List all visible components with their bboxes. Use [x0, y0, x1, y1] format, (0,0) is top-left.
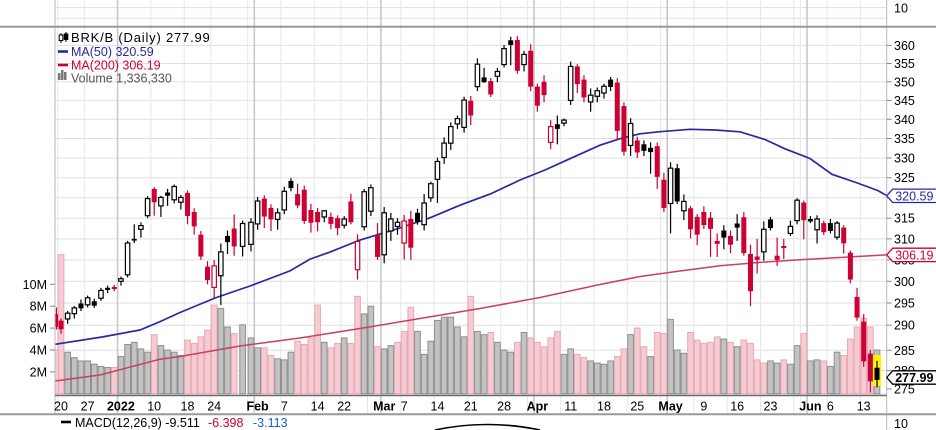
svg-text:14: 14: [431, 400, 445, 414]
svg-text:350: 350: [894, 75, 915, 89]
svg-text:28: 28: [497, 400, 511, 414]
svg-text:310: 310: [894, 232, 915, 246]
svg-text:Mar: Mar: [373, 400, 395, 414]
svg-text:7: 7: [401, 400, 408, 414]
svg-text:-3.113: -3.113: [253, 416, 288, 430]
svg-text:BRK/B (Daily) 277.99: BRK/B (Daily) 277.99: [71, 30, 211, 45]
svg-text:25: 25: [630, 400, 644, 414]
svg-text:4M: 4M: [30, 344, 47, 358]
svg-text:8M: 8M: [30, 300, 47, 314]
svg-text:2M: 2M: [30, 365, 47, 379]
svg-text:7: 7: [281, 400, 288, 414]
svg-text:18: 18: [597, 400, 611, 414]
svg-text:300: 300: [894, 275, 915, 289]
svg-text:285: 285: [894, 344, 915, 358]
svg-text:Volume 1,336,330: Volume 1,336,330: [71, 72, 172, 86]
svg-text:295: 295: [894, 297, 915, 311]
svg-text:306.19: 306.19: [895, 248, 933, 262]
svg-text:24: 24: [207, 400, 221, 414]
svg-text:Jun: Jun: [799, 400, 821, 414]
svg-text:13: 13: [857, 400, 871, 414]
svg-text:6M: 6M: [30, 322, 47, 336]
svg-text:10: 10: [894, 417, 908, 430]
svg-text:MA(50) 320.59: MA(50) 320.59: [71, 45, 154, 59]
svg-text:16: 16: [730, 400, 744, 414]
svg-text:18: 18: [181, 400, 195, 414]
svg-text:2022: 2022: [107, 400, 135, 414]
svg-text:10: 10: [894, 2, 908, 16]
svg-text:27: 27: [81, 400, 95, 414]
svg-text:21: 21: [464, 400, 478, 414]
svg-text:9: 9: [700, 400, 707, 414]
svg-text:330: 330: [894, 152, 915, 166]
svg-text:11: 11: [564, 400, 577, 414]
svg-text:Apr: Apr: [527, 400, 549, 414]
svg-text:22: 22: [337, 400, 351, 414]
svg-text:275: 275: [894, 383, 915, 397]
svg-text:20: 20: [54, 400, 68, 414]
svg-text:315: 315: [894, 212, 915, 226]
svg-text:325: 325: [894, 171, 915, 185]
svg-text:290: 290: [894, 319, 915, 333]
svg-text:6: 6: [827, 400, 834, 414]
svg-text:14: 14: [311, 400, 325, 414]
svg-text:355: 355: [894, 57, 915, 71]
svg-text:-6.398: -6.398: [208, 416, 243, 430]
svg-text:Feb: Feb: [246, 400, 269, 414]
svg-text:360: 360: [894, 39, 915, 53]
svg-text:23: 23: [764, 400, 778, 414]
svg-text:335: 335: [894, 132, 915, 146]
svg-text:MACD(12,26,9) -9.511: MACD(12,26,9) -9.511: [75, 416, 200, 430]
svg-text:10: 10: [147, 400, 161, 414]
svg-text:MA(200) 306.19: MA(200) 306.19: [71, 59, 161, 73]
svg-text:345: 345: [894, 94, 915, 108]
svg-text:277.99: 277.99: [895, 371, 933, 385]
svg-text:May: May: [658, 400, 682, 414]
svg-text:320.59: 320.59: [895, 189, 933, 203]
svg-text:340: 340: [894, 113, 915, 127]
svg-text:10M: 10M: [23, 278, 47, 292]
